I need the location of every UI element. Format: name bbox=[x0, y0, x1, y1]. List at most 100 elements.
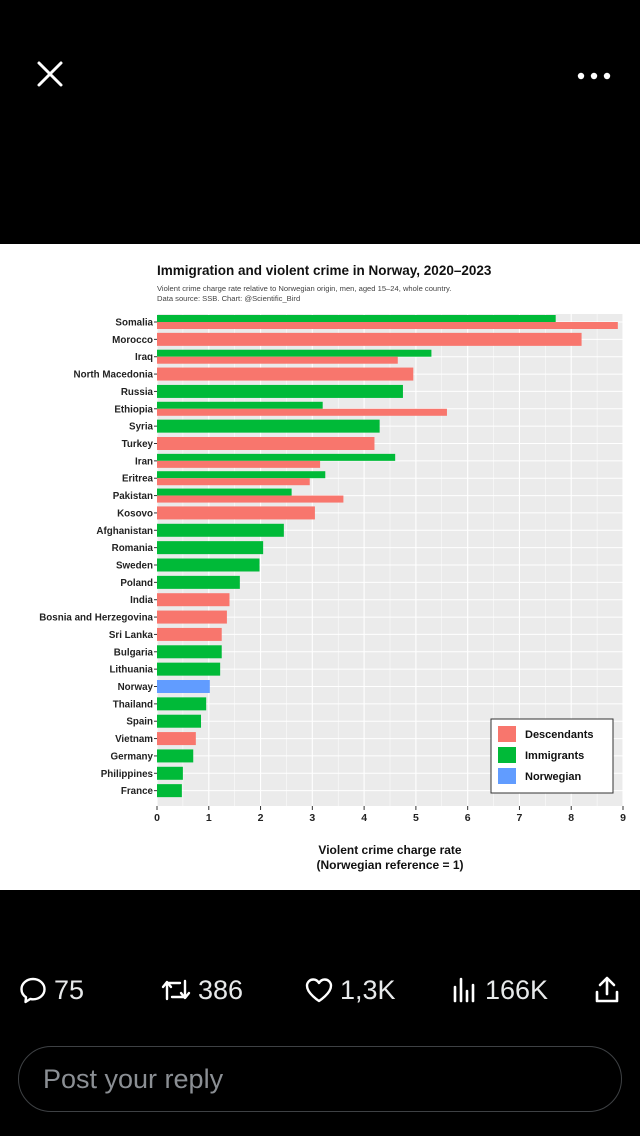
x-tick-label: 4 bbox=[361, 812, 367, 824]
bar-pakistan-descendants bbox=[157, 495, 344, 503]
bar-chart: Immigration and violent crime in Norway,… bbox=[39, 263, 626, 872]
legend-label-norwegian: Norwegian bbox=[525, 771, 582, 783]
bar-bulgaria-immigrants bbox=[157, 645, 222, 659]
y-tick-label: Germany bbox=[111, 751, 154, 762]
top-bar bbox=[0, 0, 640, 150]
y-tick-label: Morocco bbox=[112, 335, 153, 346]
bar-romania-immigrants bbox=[157, 541, 264, 555]
y-tick-label: Afghanistan bbox=[96, 526, 153, 537]
bars bbox=[157, 315, 618, 798]
y-tick-label: Somalia bbox=[115, 318, 153, 329]
y-tick-label: Norway bbox=[118, 682, 154, 693]
post-media-image[interactable]: Immigration and violent crime in Norway,… bbox=[0, 244, 640, 890]
y-tick-label: Iran bbox=[135, 456, 153, 467]
y-tick-label: Poland bbox=[120, 578, 153, 589]
legend-swatch-immigrants bbox=[498, 747, 516, 763]
more-options-button[interactable] bbox=[572, 56, 616, 96]
y-tick-label: Ethiopia bbox=[114, 404, 153, 415]
bar-eritrea-descendants bbox=[157, 478, 310, 486]
bar-pakistan-immigrants bbox=[157, 488, 292, 496]
repost-icon bbox=[161, 979, 191, 1001]
y-tick-label: Russia bbox=[121, 387, 154, 398]
views-button[interactable]: 166K bbox=[451, 968, 548, 1012]
close-button[interactable] bbox=[28, 52, 72, 96]
bar-iran-descendants bbox=[157, 460, 321, 468]
legend-swatch-descendants bbox=[498, 726, 516, 742]
y-tick-label: Eritrea bbox=[122, 474, 154, 485]
reply-box[interactable] bbox=[18, 1046, 622, 1112]
bar-germany-immigrants bbox=[157, 749, 194, 763]
views-count: 166K bbox=[485, 974, 549, 1005]
x-tick-label: 5 bbox=[413, 812, 419, 824]
y-tick-label: Philippines bbox=[101, 769, 154, 780]
like-button[interactable]: 1,3K bbox=[304, 968, 396, 1012]
bar-thailand-immigrants bbox=[157, 697, 207, 711]
x-tick-label: 9 bbox=[620, 812, 626, 824]
legend-label-descendants: Descendants bbox=[525, 729, 593, 741]
reply-button[interactable]: 75 bbox=[18, 968, 84, 1012]
bar-lithuania-immigrants bbox=[157, 662, 221, 676]
share-button[interactable] bbox=[592, 968, 622, 1012]
y-tick-label: India bbox=[130, 595, 153, 606]
bar-iraq-descendants bbox=[157, 356, 398, 364]
more-horizontal-icon bbox=[577, 72, 611, 80]
bar-bosnia-and-herzegovina-descendants bbox=[157, 610, 227, 624]
x-tick-label: 0 bbox=[154, 812, 160, 824]
y-tick-label: Pakistan bbox=[113, 491, 153, 502]
x-tick-label: 7 bbox=[517, 812, 523, 824]
bar-turkey-descendants bbox=[157, 437, 375, 450]
bar-poland-immigrants bbox=[157, 575, 240, 589]
close-icon bbox=[37, 61, 63, 87]
chart-source: Data source: SSB. Chart: @Scientific_Bir… bbox=[157, 294, 300, 303]
x-tick-label: 3 bbox=[309, 812, 315, 824]
bar-vietnam-descendants bbox=[157, 732, 196, 746]
y-tick-label: Bulgaria bbox=[114, 647, 154, 658]
y-tick-label: North Macedonia bbox=[74, 370, 154, 381]
x-tick-label: 2 bbox=[258, 812, 264, 824]
bar-sweden-immigrants bbox=[157, 558, 260, 572]
chart-title: Immigration and violent crime in Norway,… bbox=[157, 263, 492, 278]
x-axis-label: Violent crime charge rate bbox=[318, 843, 462, 857]
bar-france-immigrants bbox=[157, 784, 182, 798]
y-tick-label: Turkey bbox=[122, 439, 154, 450]
y-tick-label: Vietnam bbox=[115, 734, 153, 745]
x-tick-label: 1 bbox=[206, 812, 212, 824]
bar-norway-norwegian bbox=[157, 680, 210, 693]
bar-sri-lanka-descendants bbox=[157, 627, 222, 641]
bar-iraq-immigrants bbox=[157, 349, 432, 357]
bar-philippines-immigrants bbox=[157, 766, 183, 780]
bar-ethiopia-descendants bbox=[157, 408, 447, 416]
bar-north-macedonia-descendants bbox=[157, 367, 414, 381]
y-tick-label: Thailand bbox=[113, 699, 153, 710]
y-tick-label: Bosnia and Herzegovina bbox=[39, 613, 153, 624]
y-tick-label: Lithuania bbox=[109, 665, 153, 676]
reply-input[interactable] bbox=[43, 1063, 621, 1095]
post-actions-bar: 75 386 1,3K 166K bbox=[0, 968, 640, 1012]
legend-swatch-norwegian bbox=[498, 768, 516, 784]
share-icon bbox=[595, 976, 619, 1003]
x-axis-ticks: 0 1 2 3 4 5 6 7 8 9 bbox=[154, 806, 626, 824]
bar-afghanistan-immigrants bbox=[157, 523, 284, 537]
repost-button[interactable]: 386 bbox=[160, 968, 243, 1012]
bar-somalia-immigrants bbox=[157, 315, 556, 322]
bar-ethiopia-immigrants bbox=[157, 401, 323, 409]
bar-syria-immigrants bbox=[157, 419, 380, 433]
chart-subtitle: Violent crime charge rate relative to No… bbox=[157, 284, 451, 293]
y-tick-label: Sweden bbox=[116, 561, 153, 572]
bar-kosovo-descendants bbox=[157, 506, 315, 520]
y-tick-label: Sri Lanka bbox=[109, 630, 154, 641]
y-tick-label: Kosovo bbox=[117, 508, 153, 519]
y-tick-label: France bbox=[121, 786, 154, 797]
reply-count: 75 bbox=[54, 974, 85, 1005]
y-axis-labels: Somalia Morocco Iraq North Macedonia Russia E… bbox=[39, 318, 157, 797]
reply-icon bbox=[20, 977, 46, 1004]
like-count: 1,3K bbox=[340, 974, 396, 1005]
views-icon bbox=[453, 977, 475, 1003]
repost-count: 386 bbox=[198, 974, 244, 1005]
legend-label-immigrants: Immigrants bbox=[525, 750, 584, 762]
y-tick-label: Iraq bbox=[135, 352, 153, 363]
bar-iran-immigrants bbox=[157, 453, 396, 461]
bar-spain-immigrants bbox=[157, 714, 202, 728]
x-tick-label: 8 bbox=[568, 812, 574, 824]
y-tick-label: Syria bbox=[129, 422, 154, 433]
